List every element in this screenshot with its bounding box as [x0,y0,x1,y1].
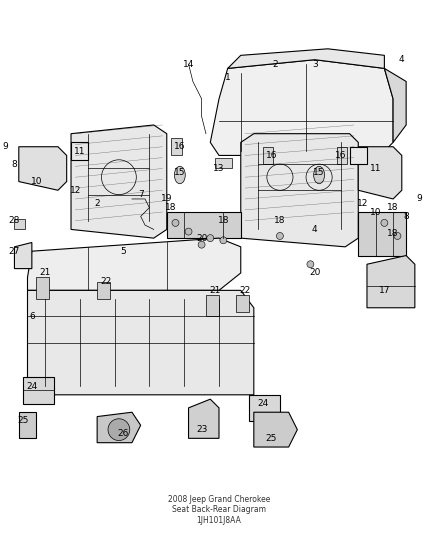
Polygon shape [71,125,167,238]
Text: 7: 7 [138,190,144,199]
Text: 9: 9 [417,195,422,204]
Bar [97,281,110,299]
Circle shape [198,241,205,248]
Polygon shape [23,377,53,403]
Ellipse shape [314,166,325,184]
Ellipse shape [174,166,185,184]
Polygon shape [167,212,241,238]
Text: 5: 5 [120,247,126,256]
Text: 11: 11 [74,147,85,156]
Polygon shape [385,68,406,142]
Circle shape [394,232,401,239]
Text: 27: 27 [9,247,20,256]
Bar [14,219,25,229]
Polygon shape [228,49,385,68]
Circle shape [276,232,283,239]
Polygon shape [358,212,406,255]
Text: 2: 2 [273,60,279,69]
Text: 13: 13 [213,164,225,173]
Text: 25: 25 [18,416,29,425]
Text: 18: 18 [218,216,229,225]
Circle shape [108,419,130,440]
Polygon shape [28,290,254,395]
Polygon shape [250,395,280,421]
Text: 8: 8 [11,160,18,168]
Polygon shape [367,255,415,308]
Text: 16: 16 [265,151,277,160]
Circle shape [307,261,314,268]
Text: 18: 18 [166,203,177,212]
Circle shape [185,228,192,235]
Text: 11: 11 [370,164,381,173]
Polygon shape [350,147,367,164]
Bar [19,412,36,438]
Bar [215,158,232,168]
Text: 21: 21 [39,269,51,278]
Text: 10: 10 [31,177,42,186]
Text: 24: 24 [26,382,38,391]
Text: 8: 8 [403,212,409,221]
Circle shape [172,220,179,227]
Text: 28: 28 [9,216,20,225]
Bar [206,295,219,317]
Text: 23: 23 [196,425,207,434]
Text: 9: 9 [3,142,9,151]
Polygon shape [358,147,402,199]
Bar [262,147,273,164]
Polygon shape [19,147,67,190]
Polygon shape [28,238,241,290]
Text: 20: 20 [309,269,321,278]
Bar [237,295,250,312]
Text: 1: 1 [225,72,230,82]
Text: 25: 25 [265,434,277,443]
Text: 12: 12 [70,186,81,195]
Text: 14: 14 [183,60,194,69]
Text: 26: 26 [117,430,129,439]
Text: 2008 Jeep Grand Cherokee
Seat Back-Rear Diagram
1JH101J8AA: 2008 Jeep Grand Cherokee Seat Back-Rear … [168,495,270,524]
Bar [336,147,347,164]
Circle shape [220,237,227,244]
Polygon shape [210,60,393,156]
Text: 4: 4 [399,55,405,64]
Circle shape [207,235,214,241]
Text: 3: 3 [312,60,318,69]
Text: 22: 22 [100,277,111,286]
Text: 12: 12 [357,199,368,208]
Text: 16: 16 [174,142,186,151]
Text: 18: 18 [387,203,399,212]
Text: 22: 22 [240,286,251,295]
Text: 21: 21 [209,286,220,295]
Text: 10: 10 [370,207,381,216]
Polygon shape [71,142,88,160]
Bar [171,138,182,156]
Polygon shape [188,399,219,438]
Text: 17: 17 [378,286,390,295]
Text: 24: 24 [257,399,268,408]
Text: 15: 15 [313,168,325,177]
Text: 15: 15 [174,168,186,177]
Text: 16: 16 [335,151,346,160]
Text: 2: 2 [94,199,100,208]
Polygon shape [254,412,297,447]
Text: 18: 18 [387,229,399,238]
Text: 6: 6 [29,312,35,321]
Text: 20: 20 [196,233,207,243]
Polygon shape [14,243,32,269]
Bar [36,277,49,299]
Text: 4: 4 [312,225,318,234]
Circle shape [381,220,388,227]
Polygon shape [241,134,358,247]
Text: 18: 18 [274,216,286,225]
Text: 19: 19 [161,195,173,204]
Polygon shape [97,412,141,443]
